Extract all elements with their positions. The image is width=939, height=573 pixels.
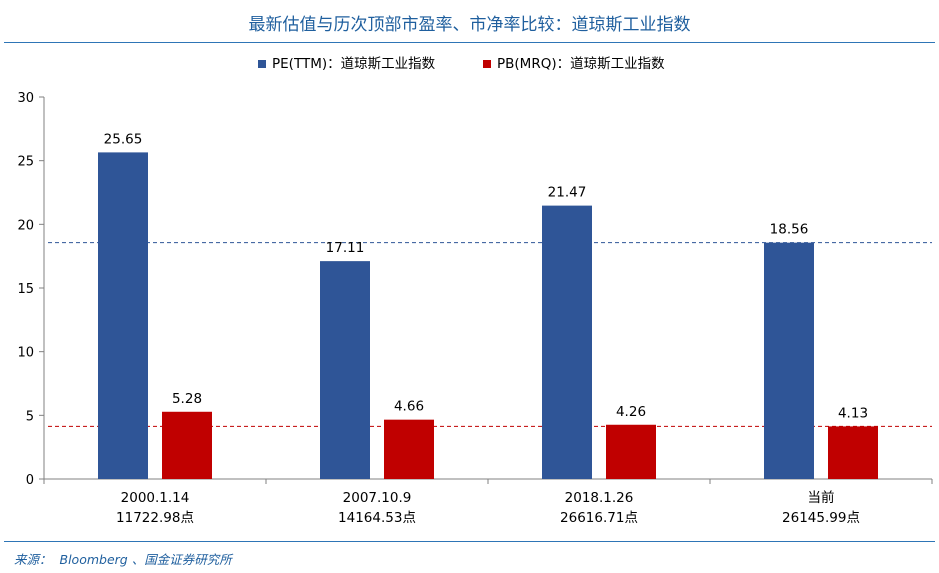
title-divider: [4, 42, 935, 43]
pb-data-label: 4.66: [394, 399, 424, 415]
chart-title: 最新估值与历次顶部市盈率、市净率比较：道琼斯工业指数: [248, 15, 691, 35]
y-tick-label: 25: [17, 155, 34, 170]
x-category-label: 2007.10.9: [343, 490, 412, 506]
pe-bar: [320, 261, 370, 479]
pb-data-label: 5.28: [172, 391, 202, 407]
pe-bar: [542, 205, 592, 479]
x-category-label: 2018.1.26: [565, 490, 634, 506]
legend-label-pe: PE(TTM)：道琼斯工业指数: [272, 56, 436, 72]
source-text: Bloomberg 、国金证券研究所: [59, 552, 232, 567]
pb-data-label: 4.13: [838, 405, 868, 421]
y-tick-label: 0: [26, 473, 34, 488]
x-category-label: 2000.1.14: [121, 490, 190, 506]
y-tick-label: 20: [17, 218, 34, 233]
source-label: 来源：: [14, 552, 52, 567]
pe-bar: [764, 242, 814, 479]
legend-swatch-pb: [483, 60, 491, 68]
x-category-sublabel: 26616.71点: [560, 510, 638, 526]
pb-bar: [384, 419, 434, 479]
source-note: 来源： Bloomberg 、国金证券研究所: [14, 549, 236, 568]
y-tick-label: 5: [26, 409, 34, 424]
pe-data-label: 17.11: [326, 240, 365, 256]
x-category-sublabel: 26145.99点: [782, 510, 860, 526]
footer-divider: [4, 541, 935, 542]
pe-bar: [98, 152, 148, 479]
pb-bar: [606, 424, 656, 479]
pe-data-label: 18.56: [770, 222, 809, 238]
x-category-label: 当前: [808, 489, 835, 506]
pb-bar: [828, 426, 878, 479]
legend-label-pb: PB(MRQ)：道琼斯工业指数: [497, 56, 665, 72]
pb-bar: [162, 411, 212, 479]
y-tick-label: 30: [17, 91, 34, 106]
pe-data-label: 21.47: [548, 185, 587, 201]
pb-data-label: 4.26: [616, 404, 646, 420]
x-category-sublabel: 11722.98点: [116, 510, 194, 526]
pe-data-label: 25.65: [104, 131, 143, 147]
x-category-sublabel: 14164.53点: [338, 510, 416, 526]
y-tick-label: 15: [17, 282, 34, 297]
y-tick-label: 10: [17, 346, 34, 361]
legend-swatch-pe: [258, 60, 266, 68]
